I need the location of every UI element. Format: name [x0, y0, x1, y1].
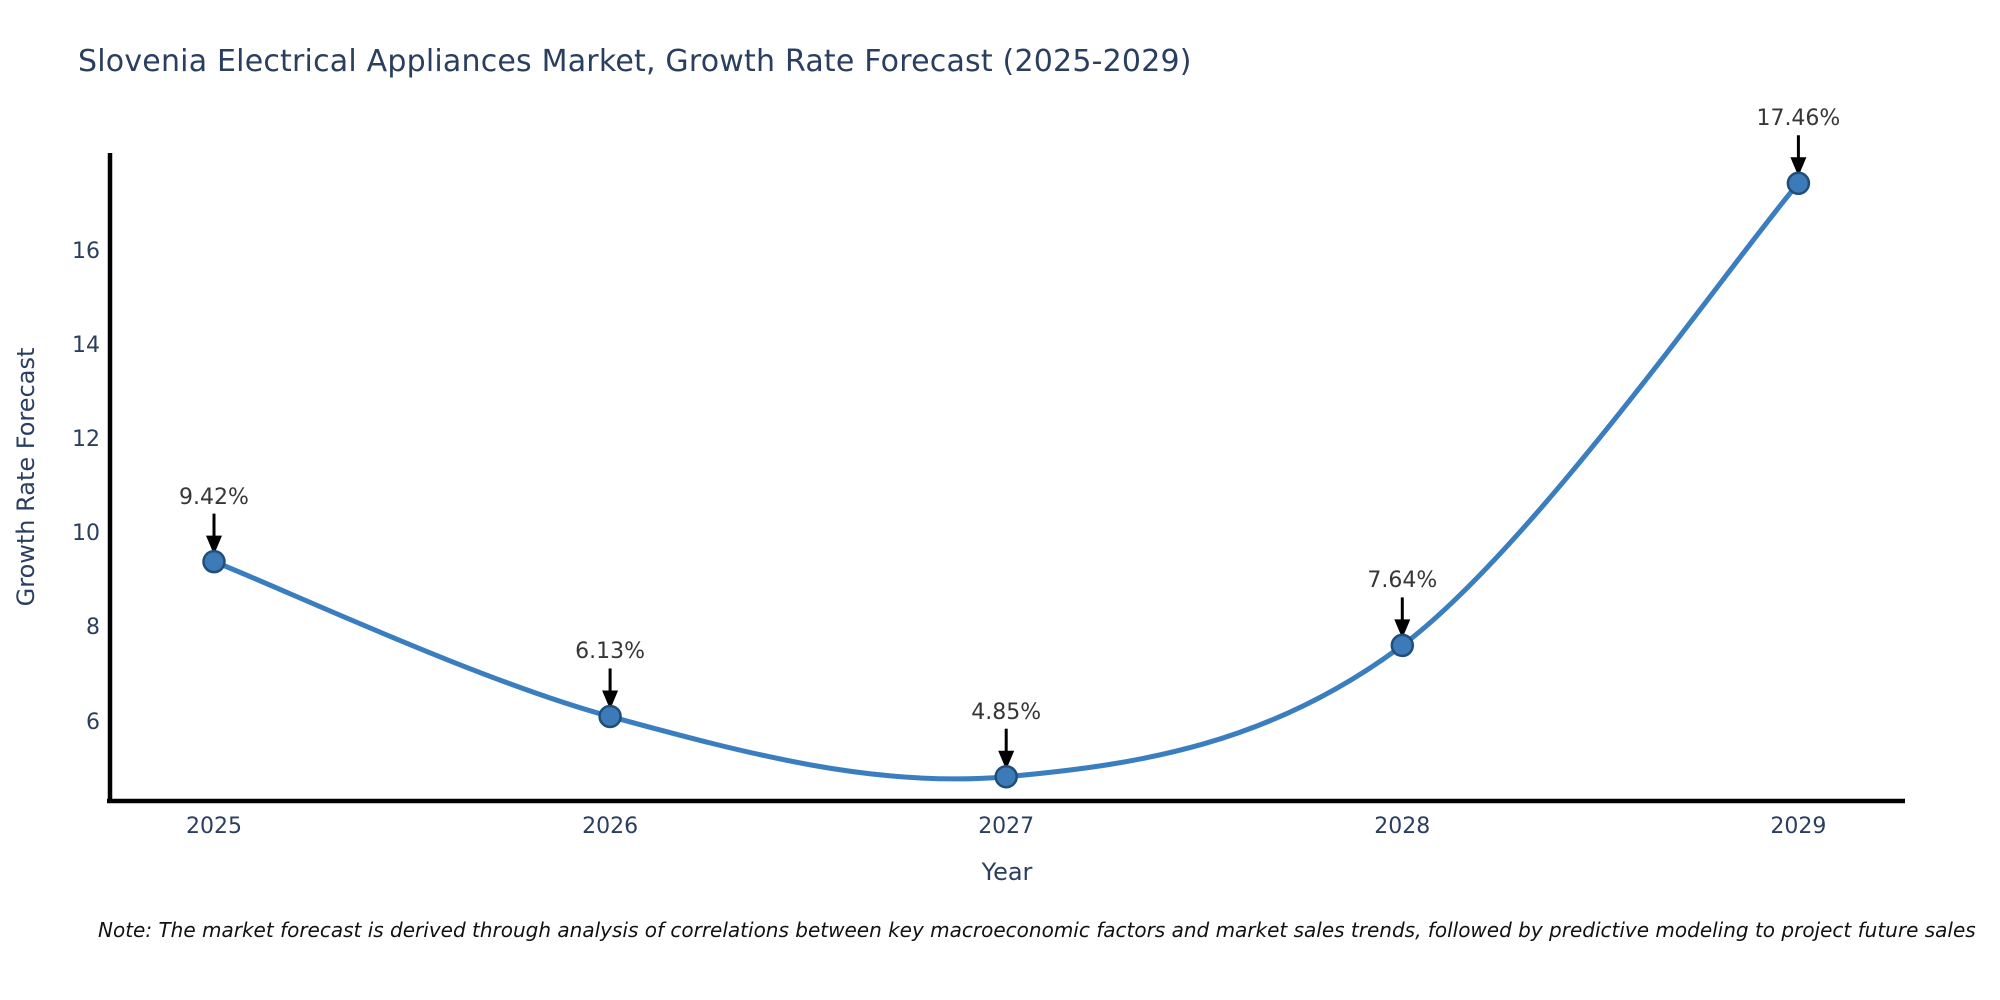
x-tick-label: 2028 [1374, 814, 1431, 839]
annotation-arrow-head [206, 535, 222, 555]
x-tick-label: 2029 [1770, 814, 1827, 839]
data-point-marker [598, 704, 622, 729]
data-point-marker [202, 549, 226, 574]
y-tick-label: 12 [72, 427, 100, 453]
annotation-arrow-head [1790, 157, 1807, 177]
annotation-arrow-head [998, 750, 1015, 770]
footnote: Note: The market forecast is derived thr… [98, 918, 1976, 942]
forecast-line [211, 180, 1801, 782]
chart-title: Slovenia Electrical Appliances Market, G… [78, 44, 1192, 79]
data-point-marker [1786, 171, 1811, 196]
y-tick-label: 8 [86, 615, 100, 641]
data-point-marker [1390, 633, 1415, 658]
data-point-annotation: 4.85% [971, 699, 1042, 725]
y-tick-label: 10 [72, 521, 100, 547]
y-tick-label: 6 [86, 709, 100, 735]
data-point-marker [994, 764, 1018, 789]
y-tick-label: 14 [72, 333, 100, 359]
x-tick-label: 2026 [582, 814, 639, 839]
annotation-arrow-head [602, 690, 619, 710]
x-tick-label: 2025 [186, 814, 242, 839]
data-point-annotation: 6.13% [575, 639, 646, 665]
x-axis-title: Year [981, 858, 1033, 886]
data-point-annotation: 17.46% [1756, 106, 1841, 132]
x-tick-label: 2027 [978, 814, 1035, 839]
y-tick-label: 16 [72, 238, 100, 264]
data-point-annotation: 9.42% [179, 484, 249, 510]
annotation-arrow-head [1394, 619, 1411, 639]
data-point-annotation: 7.64% [1367, 568, 1438, 594]
